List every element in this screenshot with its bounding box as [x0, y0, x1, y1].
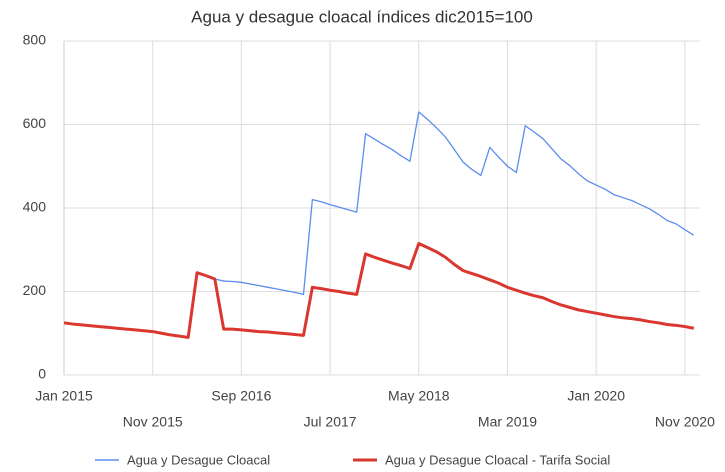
legend-label: Agua y Desague Cloacal: [127, 452, 270, 467]
chart-title: Agua y desague cloacal índices dic2015=1…: [191, 7, 533, 26]
x-tick-label: May 2018: [388, 388, 450, 404]
series-line: [63, 111, 695, 339]
x-tick-label: Sep 2016: [211, 388, 271, 404]
series-line: [63, 241, 695, 339]
x-tick-label: Jul 2017: [304, 414, 357, 430]
y-tick-label: 800: [23, 32, 47, 48]
y-tick-label: 200: [23, 282, 47, 298]
x-tick-label: Nov 2020: [655, 414, 715, 430]
x-tick-label: Mar 2019: [478, 414, 537, 430]
y-tick-label: 400: [23, 199, 47, 215]
x-tick-label: Nov 2015: [123, 414, 183, 430]
x-tick-label: Jan 2015: [35, 388, 93, 404]
y-tick-label: 0: [38, 366, 46, 382]
x-tick-label: Jan 2020: [567, 388, 625, 404]
y-tick-label: 600: [23, 115, 47, 131]
legend-label: Agua y Desague Cloacal - Tarifa Social: [385, 452, 610, 467]
